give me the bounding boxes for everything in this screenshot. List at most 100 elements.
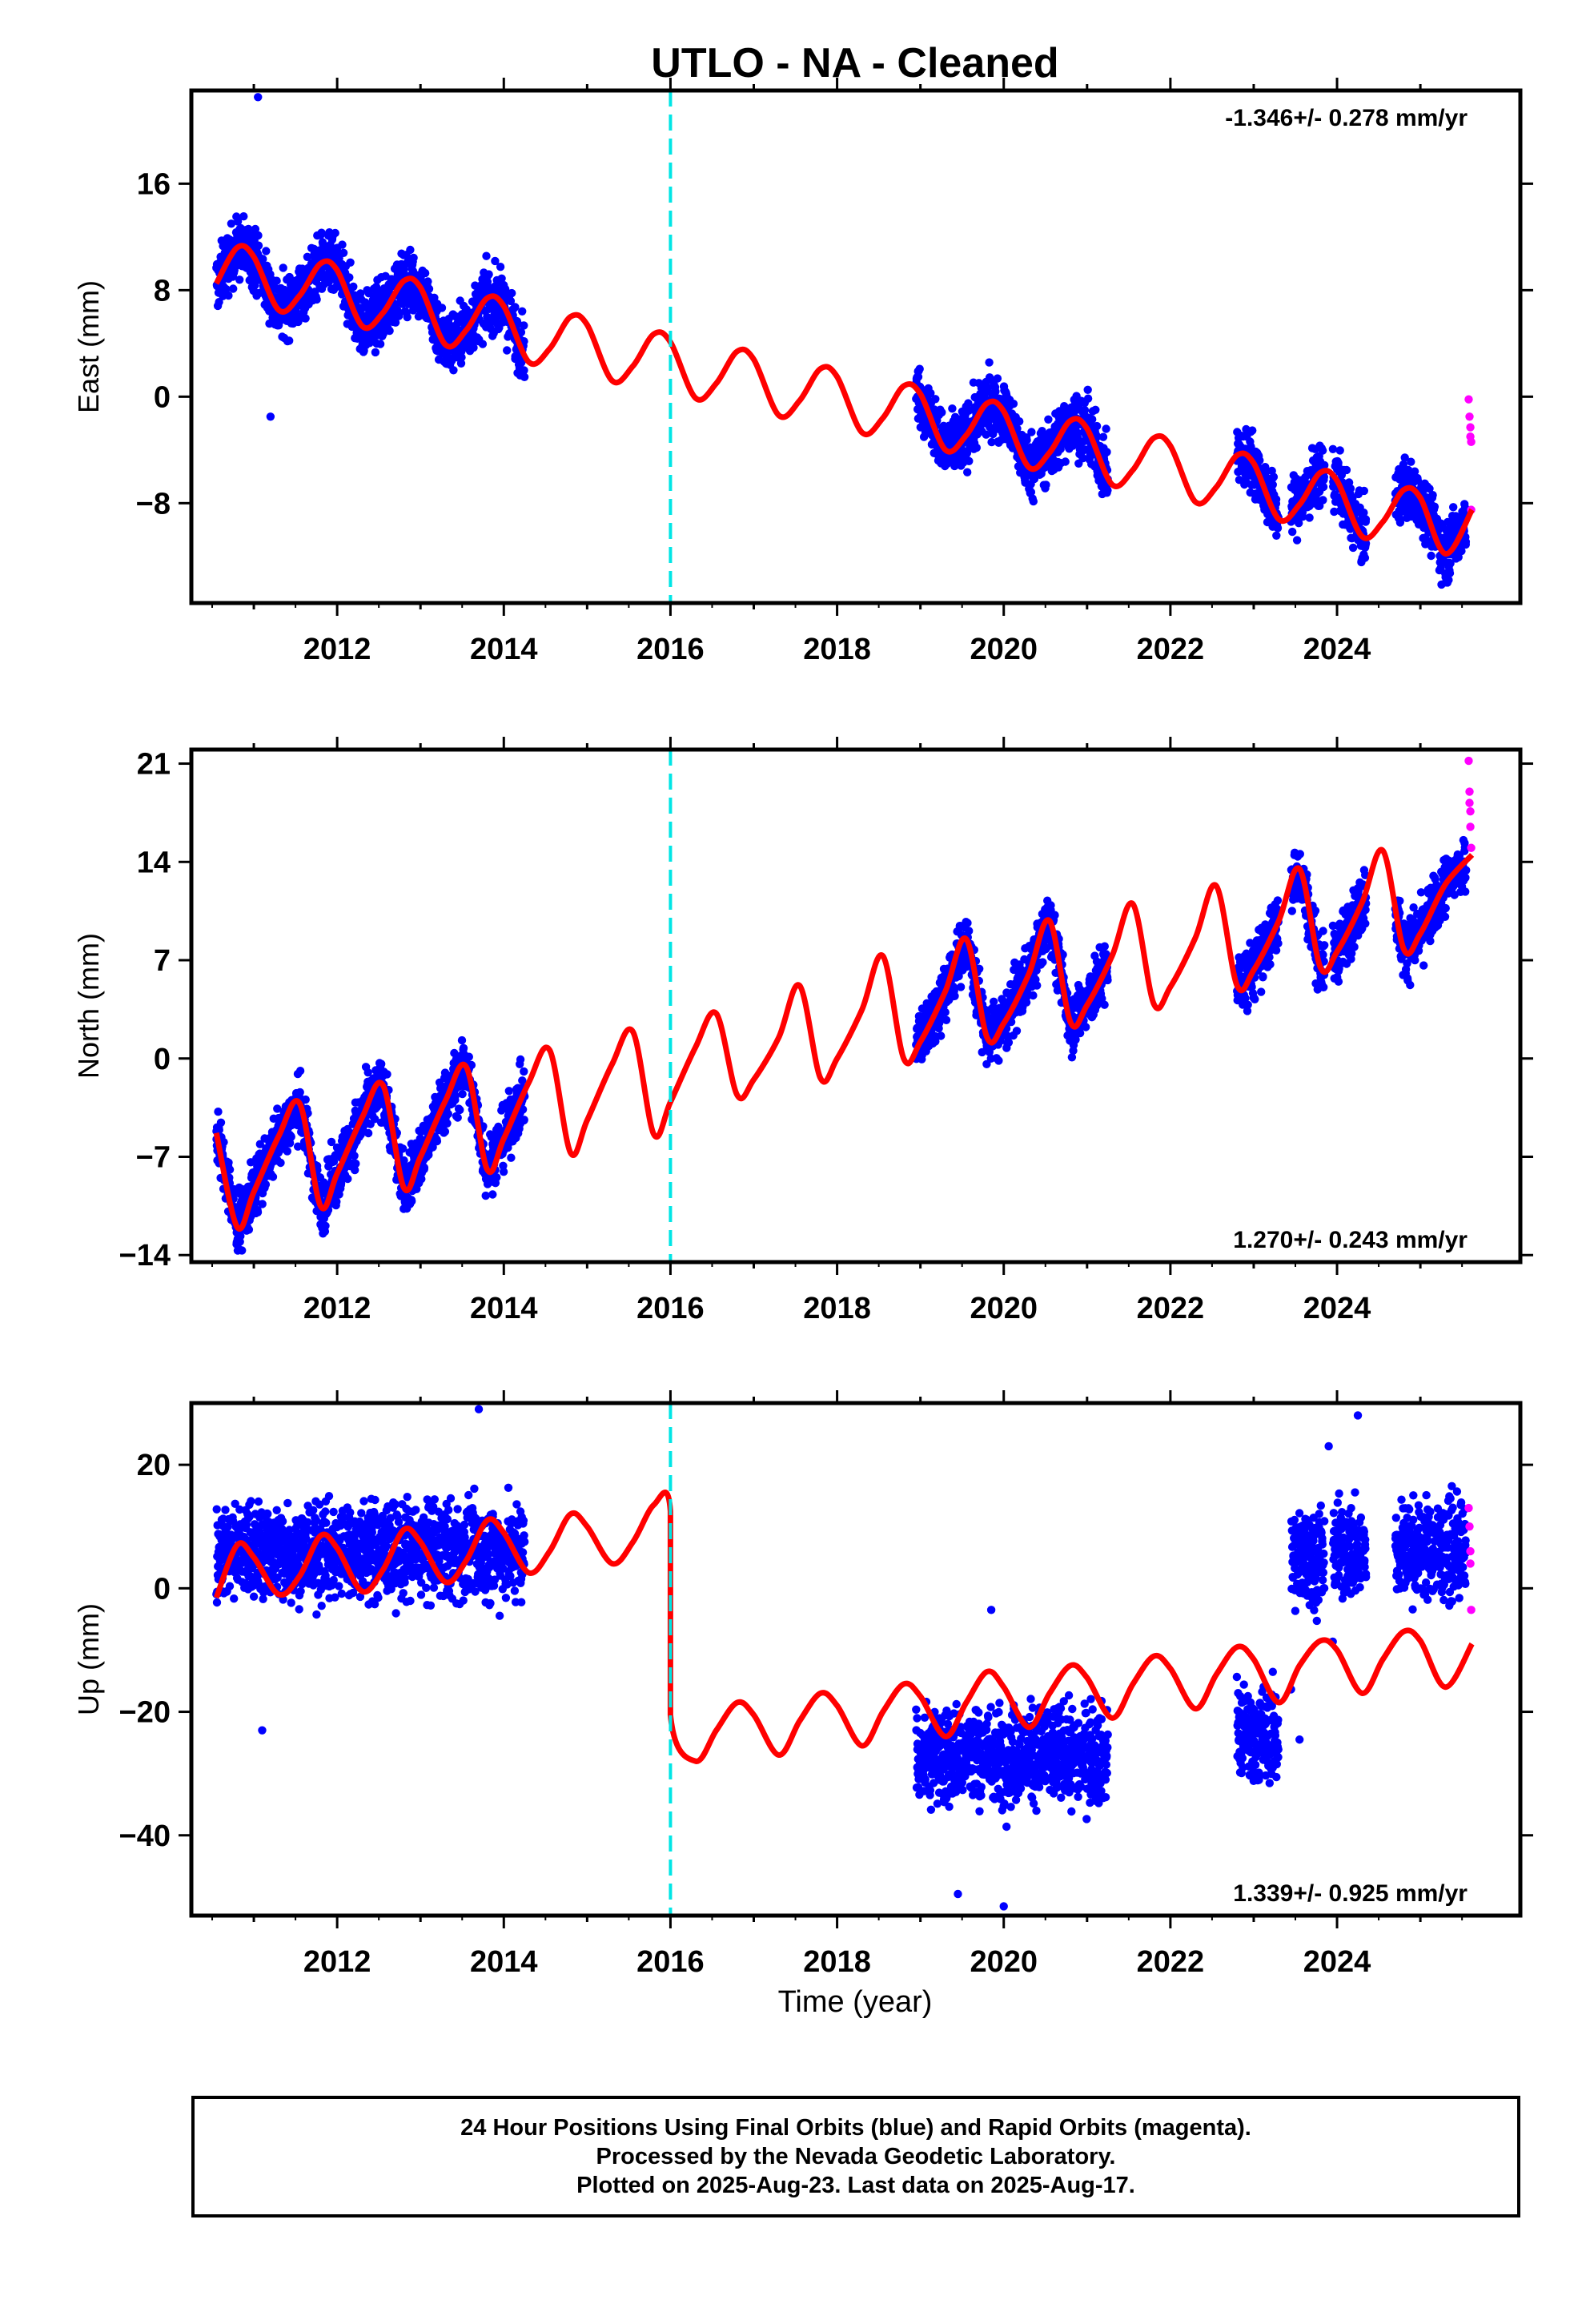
final-orbit-point <box>451 1092 460 1101</box>
final-orbit-point <box>1400 453 1409 462</box>
final-orbit-point <box>385 326 394 336</box>
final-orbit-point <box>469 343 478 352</box>
final-orbit-point <box>1318 446 1327 455</box>
final-orbit-point <box>1026 488 1036 497</box>
final-orbit-point <box>520 1116 528 1124</box>
final-orbit-point <box>458 1089 467 1099</box>
final-orbit-point <box>1410 467 1419 476</box>
panel-frame <box>189 88 1523 605</box>
final-orbit-point <box>254 231 263 240</box>
final-orbit-point <box>1091 405 1100 414</box>
final-orbit-point <box>1359 486 1369 496</box>
final-orbit-point <box>244 1225 254 1234</box>
final-orbit-point <box>456 359 466 368</box>
final-orbit-point <box>398 1144 408 1153</box>
final-orbit-point <box>506 296 516 306</box>
x-tick-label: 2016 <box>636 633 705 666</box>
final-orbit-point <box>406 245 415 255</box>
final-orbit-point <box>1038 958 1047 967</box>
final-orbit-point <box>1050 911 1059 919</box>
final-orbit-point <box>1319 496 1327 505</box>
final-orbit-point <box>268 1172 278 1181</box>
final-orbit-point <box>1042 480 1050 489</box>
final-orbit-point <box>303 252 312 261</box>
final-orbit-point <box>417 1175 426 1184</box>
final-orbit-point <box>351 1159 360 1168</box>
final-orbit-point <box>251 281 259 290</box>
final-orbit-point <box>1012 1027 1022 1035</box>
final-orbit-point <box>440 1127 450 1136</box>
final-orbit-point <box>987 437 996 447</box>
final-orbit-point <box>1029 497 1038 506</box>
final-orbit-point <box>319 1180 328 1190</box>
final-orbit-point <box>1445 569 1455 577</box>
y-tick-label: 0 <box>154 380 171 414</box>
final-orbit-point <box>1078 454 1087 463</box>
final-orbit-point <box>276 1158 285 1168</box>
final-orbit-point <box>1102 424 1110 433</box>
final-orbit-point <box>931 395 940 404</box>
final-orbit-point <box>1319 482 1328 492</box>
final-orbit-point <box>516 328 526 337</box>
final-orbit-point <box>993 374 1002 383</box>
final-orbit-point <box>456 1105 464 1115</box>
final-orbit-point <box>430 293 439 302</box>
final-orbit-point <box>972 443 982 452</box>
final-orbit-point <box>370 1115 379 1124</box>
final-orbit-point <box>499 1168 508 1176</box>
final-orbit-point <box>262 247 271 255</box>
final-orbit-point <box>293 1142 303 1151</box>
final-orbit-point <box>982 1059 991 1069</box>
x-tick-label: 2024 <box>1303 633 1371 666</box>
final-orbit-point <box>420 1163 429 1172</box>
final-orbit-point <box>244 224 253 234</box>
final-orbit-point <box>273 1104 282 1113</box>
final-orbit-point <box>1268 480 1278 489</box>
final-orbit-point <box>1032 966 1041 975</box>
final-orbit-point <box>511 352 520 361</box>
x-tick-label: 2020 <box>970 633 1038 666</box>
x-tick-label: 2012 <box>303 633 371 666</box>
final-orbit-point <box>444 1109 452 1119</box>
final-orbit-point <box>408 1196 416 1206</box>
final-orbit-point <box>235 275 244 284</box>
rapid-orbit-point <box>1465 412 1474 421</box>
final-orbit-point <box>224 1158 233 1168</box>
final-orbit-point <box>937 1031 946 1040</box>
final-orbit-point <box>1360 553 1370 562</box>
final-orbit-point <box>1248 426 1257 435</box>
final-orbit-point <box>254 241 263 250</box>
final-orbit-point <box>224 291 233 300</box>
final-orbit-point <box>251 1198 261 1207</box>
final-orbit-point <box>1088 415 1097 424</box>
final-orbit-point <box>1022 436 1031 444</box>
final-orbit-point <box>285 336 294 345</box>
final-orbit-point <box>233 217 243 226</box>
final-orbit-point <box>420 268 430 278</box>
final-orbit-point <box>1027 428 1036 436</box>
final-orbit-point <box>227 219 236 228</box>
final-orbit-point <box>931 1037 940 1046</box>
final-orbit-point <box>1092 421 1102 431</box>
final-orbit-point <box>332 1197 341 1206</box>
final-orbit-point <box>965 456 974 465</box>
final-orbit-point <box>1361 539 1371 548</box>
final-orbit-point <box>258 1200 267 1208</box>
final-orbit-point <box>229 284 238 293</box>
final-orbit-point <box>1449 503 1458 512</box>
final-orbit-point <box>1346 484 1355 493</box>
final-orbit-point <box>225 1165 235 1174</box>
final-orbit-point <box>238 1246 247 1255</box>
final-orbit-point <box>482 251 491 260</box>
final-orbit-point <box>1427 551 1435 561</box>
final-orbit-point <box>1348 543 1358 553</box>
final-orbit-point <box>926 388 935 398</box>
final-orbit-point <box>1009 400 1018 408</box>
final-orbit-point <box>1299 513 1307 521</box>
final-orbit-point <box>942 1015 951 1025</box>
final-orbit-point <box>1033 981 1042 990</box>
final-orbit-point <box>984 387 993 396</box>
final-orbit-point <box>336 1179 346 1188</box>
final-orbit-point <box>216 1118 226 1128</box>
